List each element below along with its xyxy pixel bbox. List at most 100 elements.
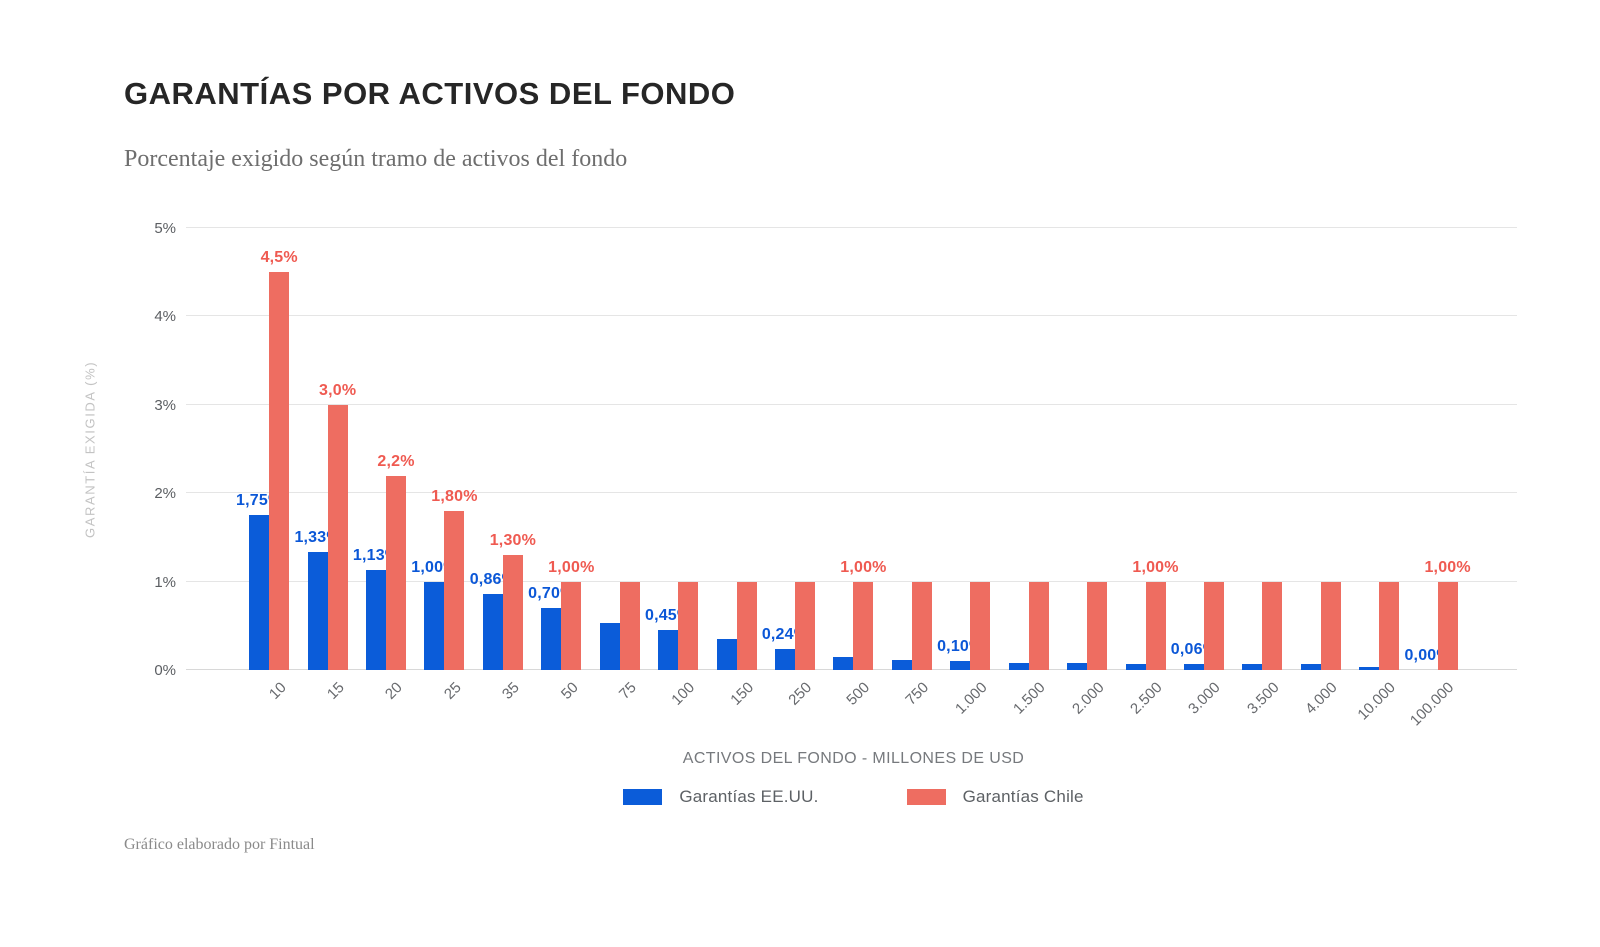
legend-label-chile: Garantías Chile [962, 787, 1084, 806]
y-tick-label: 0% [154, 662, 176, 679]
y-gridline [186, 492, 1517, 494]
y-tick-label: 4% [154, 308, 176, 326]
bar-value-label: 1,80% [431, 487, 478, 505]
category-slot: 1,33% 3,0% 15 [294, 228, 356, 703]
legend-swatch-eeuu [623, 789, 663, 805]
bar-garantias-eeuu: 1,00% [411, 559, 457, 670]
bar-garantias-chile [1262, 581, 1283, 670]
y-tick-label: 1% [154, 573, 176, 591]
bar-garantias-chile: 1,00% [1424, 559, 1471, 670]
x-axis-title: ACTIVOS DEL FONDO - MILLONES DE USD [682, 750, 1025, 767]
bar-garantias-eeuu [833, 656, 854, 670]
legend-item-garantias-chile: Garantías Chile [906, 787, 1084, 807]
x-tick-label: 1.000 [951, 679, 991, 718]
bar-garantias-eeuu: 0,24% [762, 626, 808, 670]
bar-garantias-eeuu [1125, 663, 1146, 670]
bar-garantias-eeuu [1242, 664, 1263, 670]
x-tick-label: 250 [785, 679, 816, 709]
bar-garantias-eeuu: 1,13% [353, 547, 399, 670]
category-slot: 4.000 [1292, 228, 1350, 718]
bar-value-label: 2,2% [377, 452, 415, 470]
x-tick-label: 500 [843, 679, 874, 709]
bar-value-label: 4,5% [260, 249, 298, 267]
bar-garantias-eeuu [1008, 662, 1029, 670]
chart-footer: Gráfico elaborado por Fintual [124, 836, 315, 853]
category-slot: 0,00% 1,00% 100.000 [1404, 228, 1471, 730]
plot-area: 0% 1% 2% 3% 4% 5% 1,75% 4,5% 10 1,33% 3,0% 15 1,13%… [154, 220, 1517, 730]
bar-garantias-chile: 1,80% [431, 488, 477, 670]
x-tick-label: 750 [902, 679, 932, 709]
category-slot: 2.000 [1058, 228, 1116, 718]
category-slot: 1.500 [999, 228, 1057, 718]
y-gridline [186, 227, 1517, 228]
x-tick-label: 25 [440, 679, 465, 703]
bar-garantias-chile [1320, 581, 1341, 670]
bar-garantias-eeuu: 0,86% [470, 571, 516, 670]
bar-garantias-chile: 1,00% [840, 559, 886, 670]
bars-layer: 1,75% 4,5% 10 1,33% 3,0% 15 1,13% 2,2% 20 1,00% 1,… [190, 228, 1517, 730]
category-slot: 0,70% 1,00% 50 [528, 228, 594, 703]
y-tick-label: 5% [154, 220, 176, 237]
y-tick-label: 2% [154, 485, 176, 503]
category-slot: 0,06% 3.000 [1171, 228, 1233, 718]
x-tick-label: 50 [557, 679, 582, 703]
bar-value-label: 1,00% [840, 558, 887, 576]
category-slot: 750 [883, 228, 941, 709]
y-gridline [186, 403, 1517, 405]
bar-garantias-chile [1379, 581, 1400, 670]
bar-value-label: 1,00% [1132, 558, 1179, 576]
category-slot: 1,00% 1,80% 25 [411, 228, 477, 703]
bar-garantias-chile: 2,2% [377, 453, 414, 670]
bar-value-label: 1,30% [489, 532, 537, 550]
x-tick-label: 150 [726, 679, 757, 709]
y-gridline [186, 315, 1517, 317]
bar-garantias-chile [795, 581, 815, 670]
bar-garantias-eeuu: 1,33% [294, 529, 341, 670]
bar-garantias-eeuu [1300, 664, 1321, 670]
x-tick-label: 100 [668, 679, 699, 709]
bar-value-label: 1,00% [548, 558, 595, 576]
x-tick-label: 75 [615, 679, 640, 703]
bar-garantias-eeuu [1359, 666, 1380, 670]
x-tick-label: 3.500 [1243, 679, 1283, 718]
x-tick-label: 2.500 [1126, 679, 1166, 718]
bar-garantias-eeuu [716, 639, 737, 670]
bar-garantias-chile: 1,30% [490, 532, 536, 670]
category-slot: 0,10% 1.000 [937, 228, 999, 718]
bar-garantias-chile [911, 581, 932, 670]
category-slot: 1,13% 2,2% 20 [353, 228, 415, 703]
category-slot: 0,45% 100 [645, 228, 707, 709]
category-slot: 10.000 [1350, 228, 1408, 723]
bar-garantias-eeuu [1067, 662, 1088, 670]
bar-garantias-chile: 4,5% [261, 249, 298, 670]
category-slot: 3.500 [1233, 228, 1291, 718]
bar-garantias-chile [736, 581, 757, 670]
y-axis-title: GARANTÍA EXIGIDA (%) [82, 360, 98, 538]
y-gridline [186, 580, 1517, 582]
x-tick-label: 20 [382, 679, 407, 703]
category-slot: 1,00% 2.500 [1116, 228, 1179, 718]
chart-subtitle: Porcentaje exigido según tramo de activo… [124, 146, 628, 172]
legend-swatch-chile [906, 789, 946, 805]
x-tick-label: 10.000 [1354, 679, 1400, 724]
x-tick-label: 100.000 [1407, 679, 1458, 730]
x-tick-label: 15 [323, 679, 348, 703]
x-tick-label: 1.500 [1010, 679, 1049, 718]
bar-garantias-eeuu: 0,45% [645, 607, 691, 670]
bar-garantias-chile [678, 581, 699, 670]
bar-value-label: 1,00% [1424, 558, 1471, 576]
bar-garantias-eeuu: 0,06% [1171, 641, 1217, 670]
category-slot: 0,24% 250 [762, 228, 824, 709]
legend-label-eeuu: Garantías EE.UU. [679, 787, 819, 806]
category-slot: 1,00% 500 [824, 228, 886, 709]
bar-garantias-chile: 3,0% [319, 382, 356, 670]
bar-value-label: 3,0% [318, 381, 357, 399]
category-slot: 75 [591, 228, 649, 703]
x-tick-label: 4.000 [1302, 679, 1341, 718]
category-slot: 1,75% 4,5% 10 [236, 228, 298, 703]
y-tick-label: 3% [154, 396, 176, 414]
bar-garantias-chile [970, 581, 991, 670]
bar-garantias-chile [619, 581, 640, 670]
x-tick-label: 2.000 [1068, 679, 1108, 718]
